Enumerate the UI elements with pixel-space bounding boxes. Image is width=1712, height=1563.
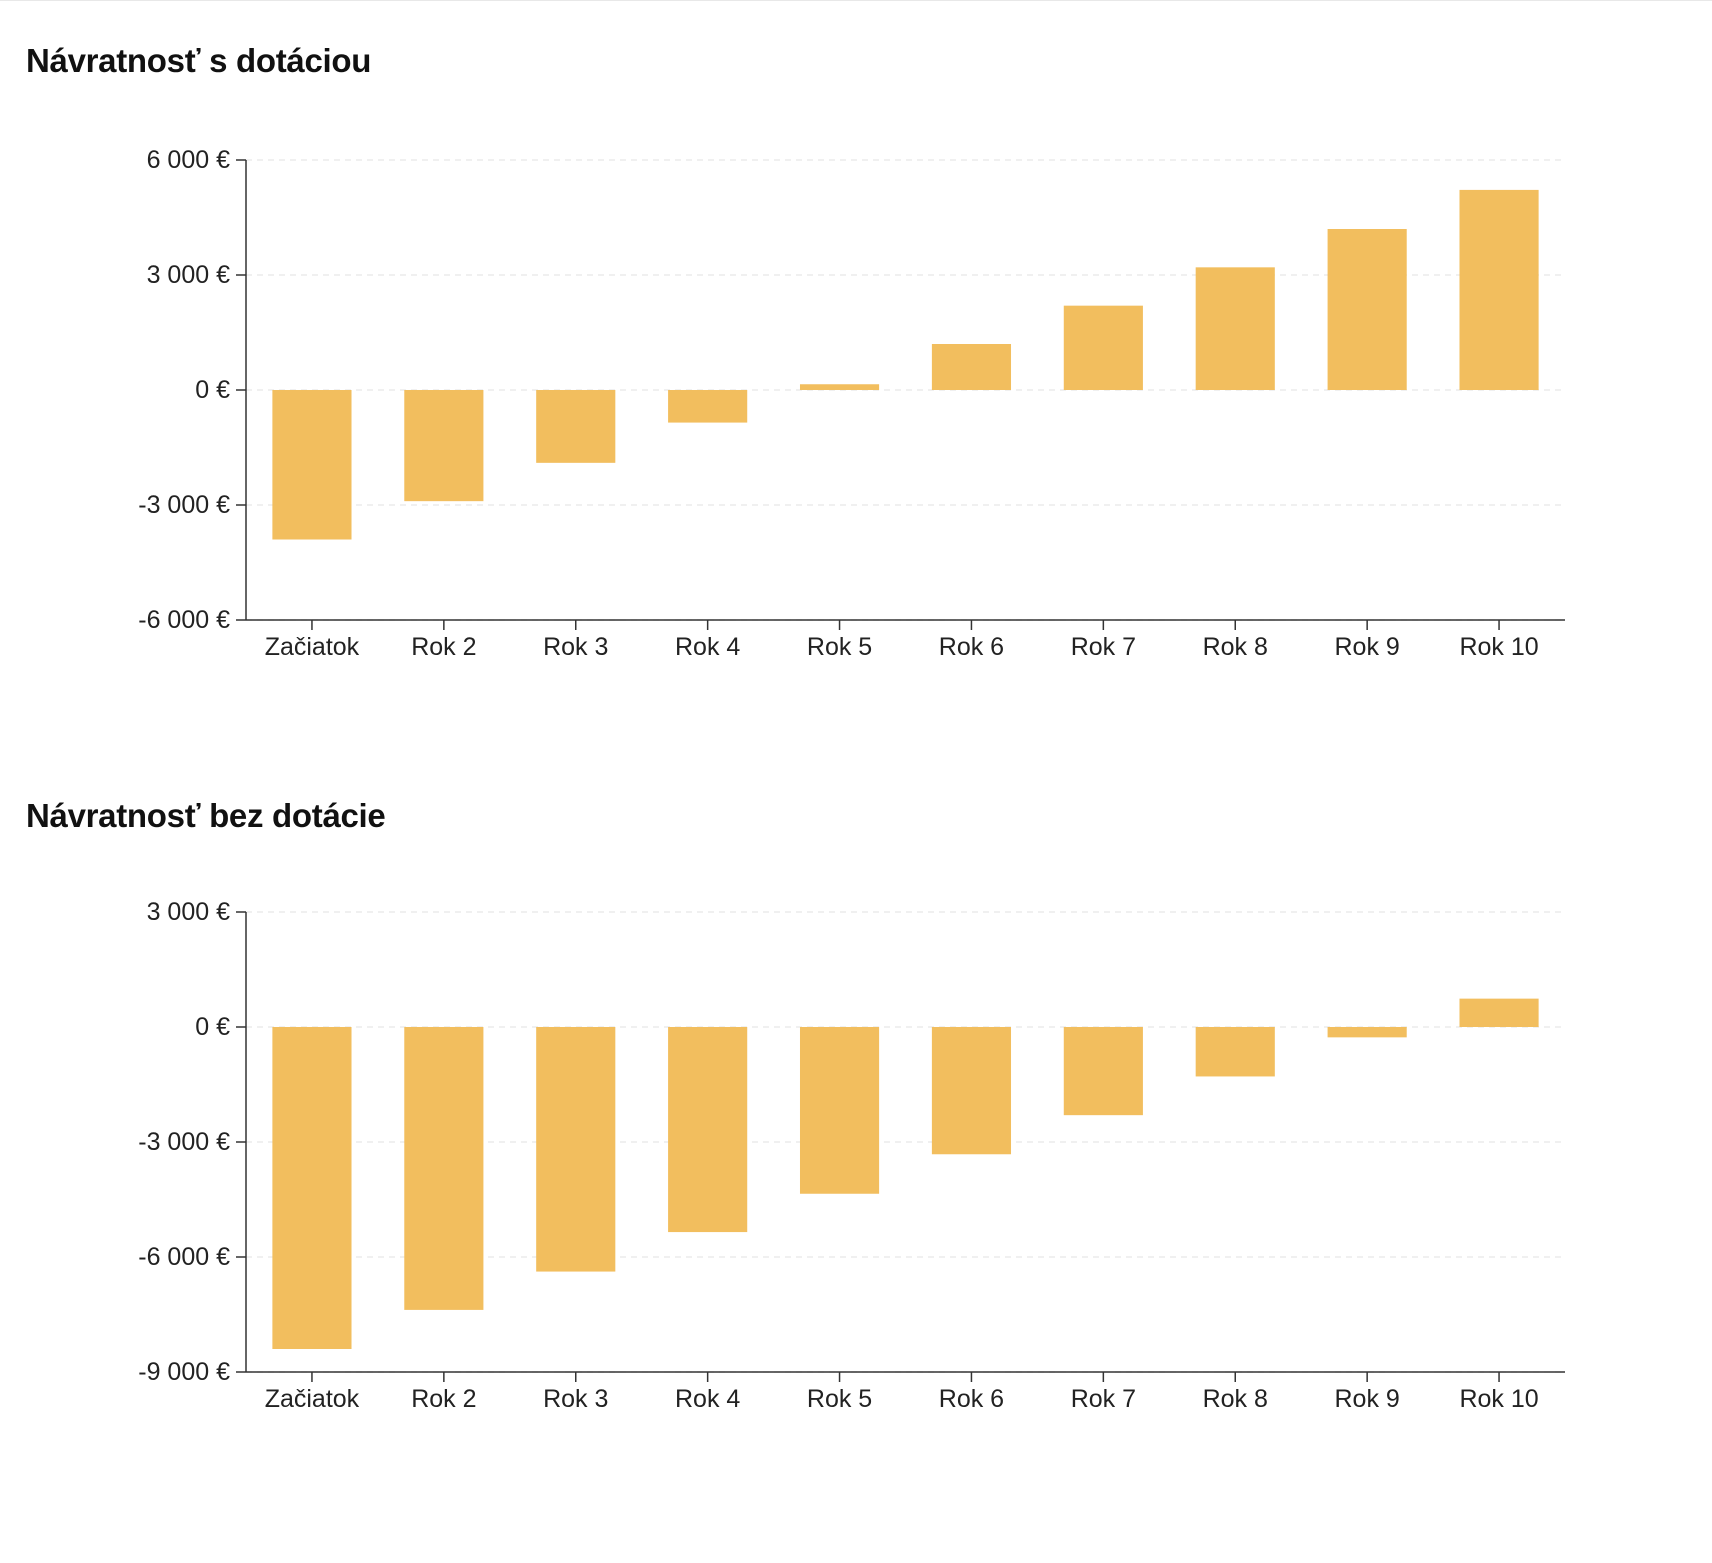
bar-9 <box>1327 1027 1407 1038</box>
x-tick-label: Začiatok <box>265 633 360 661</box>
top-divider <box>0 0 1712 1</box>
x-tick-label: Rok 3 <box>543 1385 608 1413</box>
y-tick-label: -6 000 € <box>138 606 230 634</box>
x-tick-label: Začiatok <box>265 1385 360 1413</box>
y-tick-label: 0 € <box>195 376 230 404</box>
bar-5 <box>799 384 880 390</box>
y-tick-label: 0 € <box>195 1013 230 1041</box>
y-tick-label: 3 000 € <box>147 261 231 289</box>
bar-1 <box>272 1027 352 1349</box>
x-tick-label: Rok 2 <box>411 1385 476 1413</box>
bar-6 <box>931 344 1012 390</box>
chart-title: Návratnosť s dotáciou <box>26 42 372 79</box>
bar-7 <box>1063 1027 1143 1116</box>
x-tick-label: Rok 9 <box>1334 633 1399 661</box>
y-tick-label: -6 000 € <box>138 1243 230 1271</box>
bar-10 <box>1459 189 1539 390</box>
bar-3 <box>536 390 616 463</box>
x-tick-label: Rok 7 <box>1071 1385 1136 1413</box>
x-tick-label: Rok 7 <box>1071 633 1136 661</box>
bar-3 <box>536 1027 616 1272</box>
bar-10 <box>1459 998 1539 1027</box>
chart-svg-with-subsidy: 6 000 € 3 000 € 0 € -3 000 € -6 000 € Začiato… <box>138 146 1565 661</box>
bar-5 <box>799 1027 880 1194</box>
y-tick-label: -3 000 € <box>138 1128 230 1156</box>
chart-svg-without-subsidy: 3 000 € 0 € -3 000 € -6 000 € -9 000 € Začiat… <box>138 898 1565 1413</box>
x-tick-label: Rok 6 <box>939 633 1004 661</box>
bar-2 <box>404 390 484 502</box>
chart-title: Návratnosť bez dotácie <box>26 797 386 834</box>
x-tick-label: Rok 5 <box>807 1385 872 1413</box>
y-tick-label: -3 000 € <box>138 491 230 519</box>
x-tick-label: Rok 3 <box>543 633 608 661</box>
bar-8 <box>1195 1027 1275 1077</box>
y-tick-label: -9 000 € <box>138 1358 230 1386</box>
bar-6 <box>931 1027 1012 1155</box>
x-tick-label: Rok 8 <box>1203 1385 1268 1413</box>
x-tick-label: Rok 4 <box>675 633 740 661</box>
x-tick-label: Rok 6 <box>939 1385 1004 1413</box>
bar-8 <box>1195 267 1275 390</box>
bar-7 <box>1063 305 1143 390</box>
x-tick-label: Rok 2 <box>411 633 476 661</box>
y-tick-label: 6 000 € <box>147 146 231 174</box>
x-tick-label: Rok 10 <box>1459 633 1538 661</box>
x-tick-label: Rok 8 <box>1203 633 1268 661</box>
x-tick-label: Rok 10 <box>1459 1385 1538 1413</box>
bar-1 <box>272 390 352 540</box>
bar-2 <box>404 1027 484 1310</box>
x-tick-label: Rok 4 <box>675 1385 740 1413</box>
bar-9 <box>1327 229 1407 390</box>
x-tick-label: Rok 9 <box>1334 1385 1399 1413</box>
bar-4 <box>668 1027 748 1233</box>
x-tick-label: Rok 5 <box>807 633 872 661</box>
y-tick-label: 3 000 € <box>147 898 231 926</box>
bar-4 <box>668 390 748 423</box>
